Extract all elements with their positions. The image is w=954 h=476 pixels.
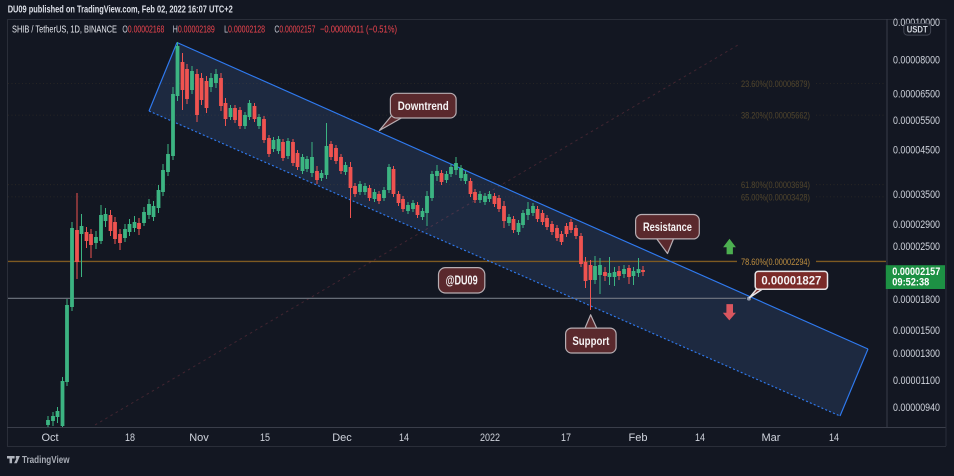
svg-text:USDT: USDT	[907, 24, 928, 35]
svg-text:Downtrend: Downtrend	[398, 99, 449, 113]
svg-text:14: 14	[399, 432, 409, 444]
svg-text:Oct: Oct	[41, 432, 58, 444]
svg-text:2022: 2022	[480, 432, 500, 444]
svg-text:65.00%(0.00003428): 65.00%(0.00003428)	[741, 192, 810, 203]
svg-text:0.00008000: 0.00008000	[893, 54, 940, 66]
svg-text:23.60%(0.00006879): 23.60%(0.00006879)	[741, 79, 810, 90]
svg-text:18: 18	[125, 432, 135, 444]
svg-text:09:52:38: 09:52:38	[892, 276, 929, 288]
svg-text:0.00001500: 0.00001500	[893, 325, 940, 337]
svg-text:14: 14	[829, 432, 839, 444]
svg-text:17: 17	[561, 432, 571, 444]
svg-text:Support: Support	[572, 334, 609, 348]
svg-text:−0.00000011 (−0.51%): −0.00000011 (−0.51%)	[320, 24, 397, 36]
svg-text:0.00001827: 0.00001827	[761, 274, 821, 288]
svg-text:H0.00002189: H0.00002189	[173, 24, 215, 36]
svg-text:0.00006500: 0.00006500	[893, 89, 940, 101]
svg-text:DU09 published on TradingView.: DU09 published on TradingView.com, Feb 0…	[8, 4, 233, 16]
svg-text:38.20%(0.00005662): 38.20%(0.00005662)	[741, 111, 810, 122]
svg-text:0.00001300: 0.00001300	[893, 348, 940, 360]
svg-text:0.00003500: 0.00003500	[893, 189, 940, 201]
svg-text:0.00001800: 0.00001800	[893, 294, 940, 306]
svg-text:0.00002500: 0.00002500	[893, 241, 940, 253]
svg-text:0.00002900: 0.00002900	[893, 219, 940, 231]
svg-text:78.60%(0.00002294): 78.60%(0.00002294)	[741, 257, 810, 268]
svg-text:15: 15	[260, 432, 270, 444]
svg-text:0.00005500: 0.00005500	[893, 115, 940, 127]
svg-text:O0.00002168: O0.00002168	[122, 24, 164, 36]
svg-text:61.80%(0.00003694): 61.80%(0.00003694)	[741, 180, 810, 191]
svg-text:Feb: Feb	[629, 432, 648, 444]
svg-text:C0.00002157: C0.00002157	[274, 24, 315, 36]
svg-text:0.00004500: 0.00004500	[893, 145, 940, 157]
svg-text:Mar: Mar	[762, 432, 781, 444]
svg-text:SHIB / TetherUS, 1D, BINANCE: SHIB / TetherUS, 1D, BINANCE	[12, 24, 117, 36]
svg-text:@DU09: @DU09	[446, 274, 478, 288]
svg-text:TradingView: TradingView	[22, 454, 70, 466]
svg-text:0.00001100: 0.00001100	[893, 375, 940, 387]
svg-text:Nov: Nov	[189, 432, 209, 444]
svg-text:Dec: Dec	[332, 432, 352, 444]
svg-text:Resistance: Resistance	[643, 220, 692, 234]
svg-text:L0.00002128: L0.00002128	[224, 24, 265, 36]
svg-text:0.00000940: 0.00000940	[893, 402, 940, 414]
svg-text:0.00002157: 0.00002157	[892, 266, 940, 278]
svg-text:14: 14	[695, 432, 705, 444]
